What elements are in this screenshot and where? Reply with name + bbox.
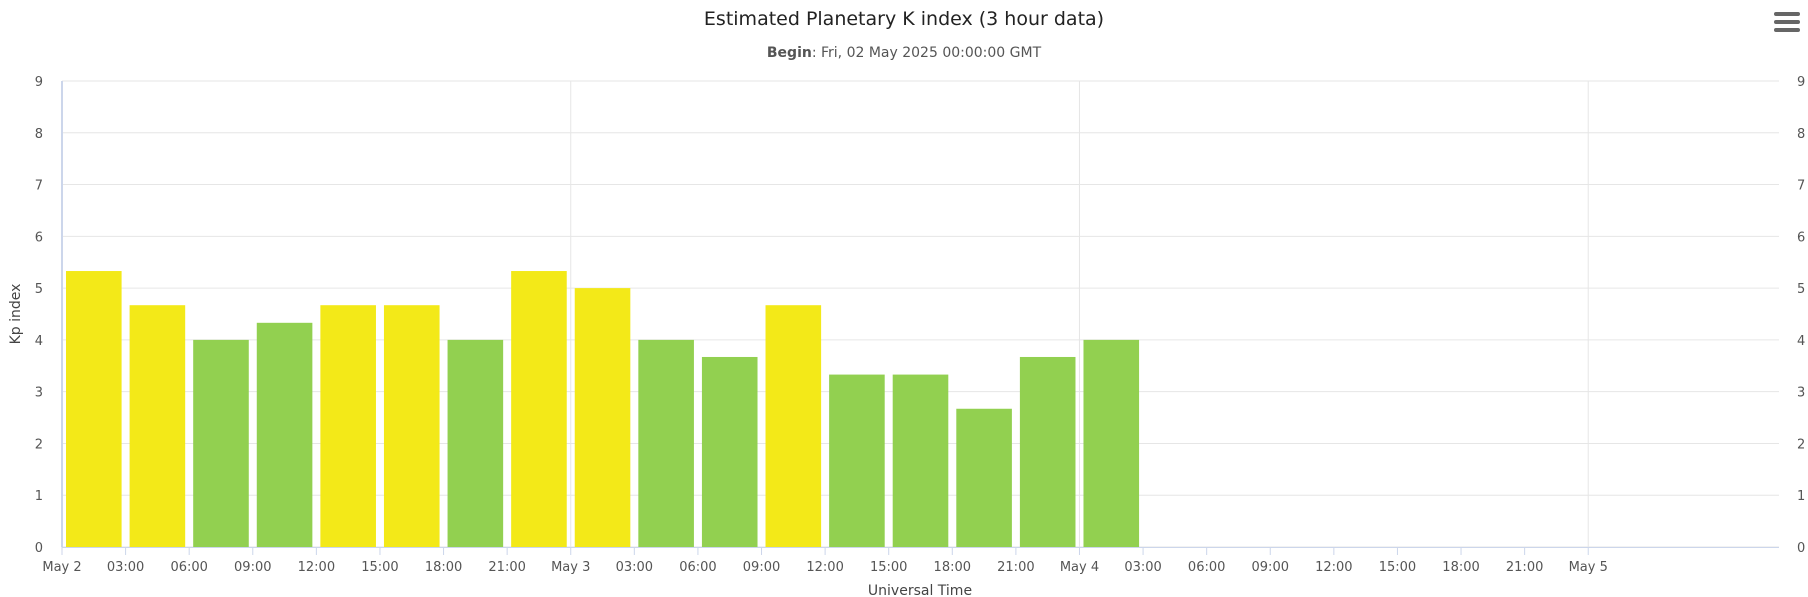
x-tick-label: 03:00: [1124, 560, 1161, 575]
x-axis-title: Universal Time: [868, 583, 972, 597]
y-tick-label-right: 0: [1797, 541, 1805, 556]
kp-bar[interactable]: [638, 339, 694, 547]
x-tick-label: May 5: [1569, 560, 1608, 575]
x-tick-label: 09:00: [234, 560, 271, 575]
kp-bar[interactable]: [956, 408, 1012, 547]
kp-bar[interactable]: [1019, 356, 1076, 547]
chart-title: Estimated Planetary K index (3 hour data…: [704, 8, 1104, 30]
kp-bar[interactable]: [447, 339, 504, 547]
y-tick-label: 9: [35, 75, 43, 90]
x-tick-label: May 4: [1060, 560, 1099, 575]
x-tick-label: 06:00: [1188, 560, 1225, 575]
kp-bar[interactable]: [511, 271, 567, 547]
menu-bar-line: [1774, 12, 1800, 16]
kp-bar[interactable]: [829, 374, 885, 547]
x-tick-label: 03:00: [107, 560, 144, 575]
kp-bar[interactable]: [765, 305, 822, 547]
y-tick-label: 0: [35, 541, 43, 556]
x-tick-label: 12:00: [298, 560, 335, 575]
y-tick-label-right: 1: [1797, 489, 1805, 504]
kp-bar[interactable]: [701, 356, 758, 547]
x-tick-label: 09:00: [743, 560, 780, 575]
x-tick-label: May 2: [42, 560, 81, 575]
hamburger-menu-icon[interactable]: [1774, 12, 1800, 36]
kp-bar[interactable]: [1083, 339, 1140, 547]
y-tick-label: 3: [35, 386, 43, 401]
y-tick-label-right: 2: [1797, 437, 1805, 452]
kp-bar[interactable]: [66, 271, 122, 547]
y-tick-label-right: 7: [1797, 179, 1805, 194]
y-tick-label-right: 4: [1797, 334, 1805, 349]
kp-bar[interactable]: [383, 305, 440, 547]
kp-bar[interactable]: [129, 305, 186, 547]
y-tick-label: 4: [35, 334, 43, 349]
y-tick-label: 1: [35, 489, 43, 504]
x-tick-label: 09:00: [1252, 560, 1289, 575]
y-tick-label: 7: [35, 179, 43, 194]
x-tick-label: 03:00: [616, 560, 653, 575]
x-tick-label: 21:00: [488, 560, 525, 575]
y-tick-label-right: 8: [1797, 127, 1805, 142]
x-tick-label: 15:00: [870, 560, 907, 575]
x-tick-label: 18:00: [1442, 560, 1479, 575]
bars: [66, 271, 1140, 547]
x-tick-label: 12:00: [806, 560, 843, 575]
subtitle-label: Begin: [767, 45, 812, 61]
kp-bar[interactable]: [193, 339, 249, 547]
subtitle-text: : Fri, 02 May 2025 00:00:00 GMT: [812, 45, 1042, 61]
menu-bar-line: [1774, 28, 1800, 32]
x-tick-label: 06:00: [170, 560, 207, 575]
menu-bar-line: [1774, 20, 1800, 24]
x-tick-label: 21:00: [1506, 560, 1543, 575]
y-tick-label: 8: [35, 127, 43, 142]
x-tick-label: 21:00: [997, 560, 1034, 575]
y-tick-label-right: 6: [1797, 230, 1805, 245]
x-tick-label: 06:00: [679, 560, 716, 575]
y-tick-label: 2: [35, 437, 43, 452]
x-tick-label: 15:00: [1379, 560, 1416, 575]
kp-bar[interactable]: [892, 374, 949, 547]
y-tick-label-right: 3: [1797, 386, 1805, 401]
x-tick-label: May 3: [551, 560, 590, 575]
y-tick-label: 6: [35, 230, 43, 245]
x-tick-label: 12:00: [1315, 560, 1352, 575]
kp-bar[interactable]: [256, 322, 313, 547]
kp-bar[interactable]: [574, 288, 631, 547]
kp-bar[interactable]: [320, 305, 376, 547]
y-tick-label-right: 9: [1797, 75, 1805, 90]
y-tick-label-right: 5: [1797, 282, 1805, 297]
x-tick-label: 15:00: [361, 560, 398, 575]
x-tick-label: 18:00: [934, 560, 971, 575]
y-tick-label: 5: [35, 282, 43, 297]
y-axis-title: Kp index: [8, 284, 24, 345]
axes: 0 0 1 1 2 2 3 3 4 4 5 5 6 6 7 7 8 8 9 9 May 2 03:00 06:00 09:00…: [35, 75, 1806, 575]
chart-subtitle: Begin: Fri, 02 May 2025 00:00:00 GMT: [767, 45, 1042, 61]
x-tick-label: 18:00: [425, 560, 462, 575]
